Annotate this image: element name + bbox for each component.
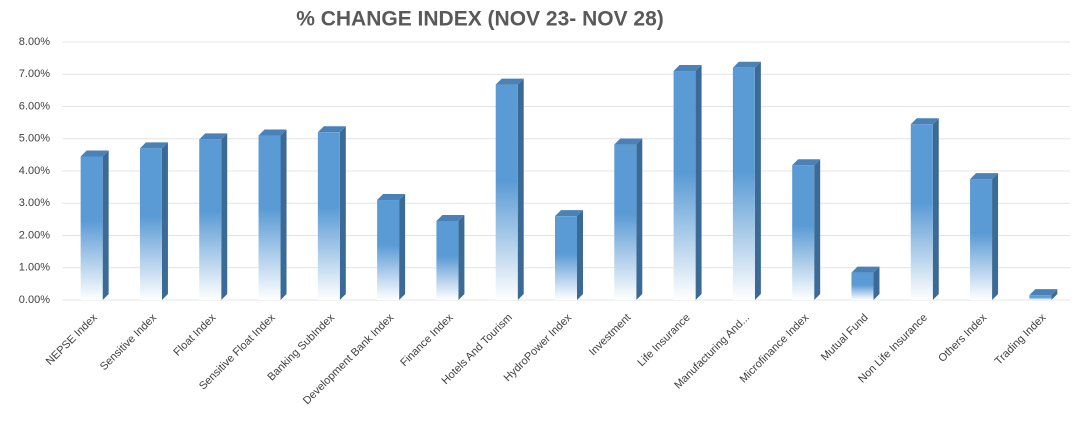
bar-side (1051, 289, 1058, 300)
bar-top (970, 173, 999, 180)
x-tick-label: Others Index (936, 311, 989, 364)
x-tick-label: Life Insurance (635, 312, 692, 369)
bar-top (673, 65, 702, 72)
bar-top (495, 78, 524, 85)
bar-top (910, 118, 939, 125)
bar-top (258, 129, 287, 136)
bar-side (102, 150, 109, 300)
y-tick-label: 3.00% (19, 197, 50, 209)
bar-side (221, 133, 228, 300)
bar (732, 67, 755, 300)
bar-top (377, 194, 406, 201)
bar-top (317, 126, 346, 133)
y-tick-label: 6.00% (19, 100, 50, 112)
bar (377, 200, 400, 300)
bar (1029, 295, 1052, 300)
bar-side (932, 118, 939, 300)
bar-side (754, 61, 761, 300)
bar (555, 216, 577, 300)
bar (80, 156, 103, 300)
x-tick-label: Trading Index (993, 311, 1049, 367)
bar-top (792, 159, 821, 166)
bar (614, 144, 637, 300)
bar-side (399, 194, 406, 300)
bar (673, 71, 696, 301)
y-tick-label: 2.00% (19, 229, 50, 241)
bar (495, 84, 518, 300)
y-tick-label: 5.00% (19, 133, 50, 145)
bar-top (80, 150, 109, 157)
bar-side (992, 173, 999, 300)
x-tick-label: Investment (587, 312, 634, 359)
bar-top (436, 214, 465, 221)
bar-side (517, 78, 524, 300)
bar-side (695, 65, 702, 301)
bar-side (280, 129, 287, 300)
bar-side (873, 266, 880, 300)
x-tick-label: NEPSE Index (44, 311, 100, 367)
bar-side (636, 138, 643, 300)
bar (139, 148, 162, 300)
bar-top (1029, 289, 1058, 296)
y-tick-label: 7.00% (19, 68, 50, 80)
bar-top (199, 133, 228, 140)
bar-side (339, 126, 346, 300)
x-tick-label: Float Index (171, 311, 218, 358)
x-tick-label: Sensitive Index (98, 311, 160, 373)
bar (199, 139, 222, 300)
y-tick-label: 8.00% (19, 36, 50, 48)
bar-top (614, 138, 643, 145)
y-tick-label: 0.00% (19, 294, 50, 306)
x-tick-label: Finance Index (398, 311, 456, 369)
bar-side (161, 142, 168, 300)
x-tick-label: Mutual Fund (819, 312, 871, 364)
chart-title: % CHANGE INDEX (NOV 23- NOV 28) (296, 8, 664, 31)
bar (792, 165, 815, 300)
bar (258, 135, 281, 300)
bar-side (814, 159, 821, 300)
bar-top (555, 210, 583, 217)
bar-top (851, 266, 880, 273)
y-tick-label: 4.00% (19, 165, 50, 177)
bar-top (139, 142, 168, 149)
bar (436, 220, 459, 300)
bar (910, 124, 933, 300)
bar-side (458, 214, 465, 300)
bar-side (577, 210, 583, 300)
bar (317, 132, 340, 300)
bar (970, 179, 993, 300)
bar (851, 272, 874, 300)
y-tick-label: 1.00% (19, 262, 50, 274)
bar-top (732, 61, 761, 68)
